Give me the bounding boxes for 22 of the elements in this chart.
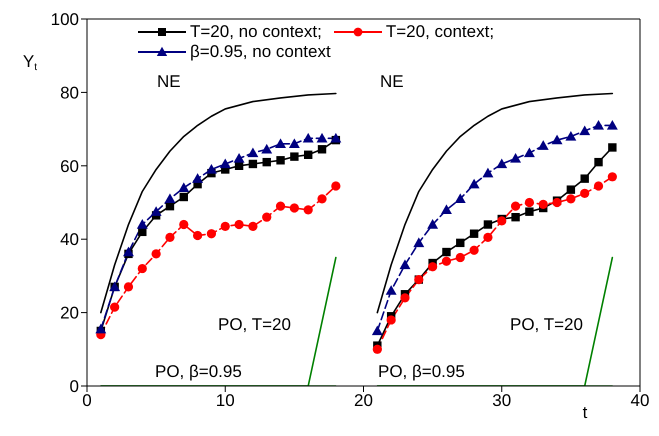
x-tick-label: 20 xyxy=(354,391,373,410)
x-tick-label: 40 xyxy=(630,391,650,410)
legend-label: T=20, context; xyxy=(386,22,494,42)
y-tick-label: 40 xyxy=(60,230,79,250)
annotation: PO, T=20 xyxy=(218,315,291,335)
y-tick-label: 100 xyxy=(50,10,79,30)
annotation: PO, β=0.95 xyxy=(378,362,465,382)
x-axis-title: t xyxy=(582,403,588,422)
x-tick-label: 10 xyxy=(216,391,235,410)
y-tick-label: 20 xyxy=(60,304,79,323)
y-tick-label: 80 xyxy=(60,83,79,102)
annotation: PO, T=20 xyxy=(510,315,583,335)
y-axis-title: Y$_{t}$ xyxy=(22,52,38,73)
x-tick-label: 30 xyxy=(492,391,512,410)
y-tick-label: 60 xyxy=(60,156,79,176)
annotation: NE xyxy=(157,72,181,92)
x-tick-label: 0 xyxy=(82,391,92,410)
annotation: NE xyxy=(380,72,404,92)
legend-label: T=20, no context; xyxy=(190,22,322,42)
legend-label: β=0.95, no context xyxy=(190,42,331,62)
annotation: PO, β=0.95 xyxy=(155,362,242,382)
y-tick-label: 0 xyxy=(70,377,79,396)
